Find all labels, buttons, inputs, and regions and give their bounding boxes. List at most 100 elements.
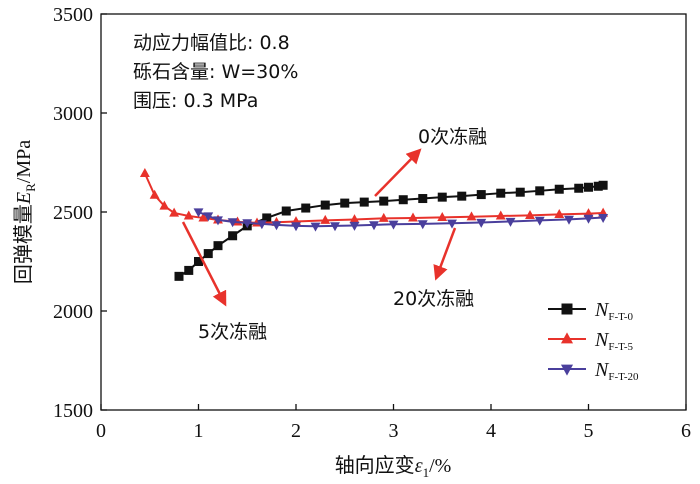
annotation-5-cycles: 5次冻融 xyxy=(198,321,267,343)
legend-item: NF-T-5 xyxy=(548,329,633,353)
legend-label-sub: F-T-20 xyxy=(608,371,639,383)
data-series xyxy=(139,167,609,281)
y-axis-label: 回弹模量ER/MPa xyxy=(11,140,38,284)
x-axis-label-symbol: ε xyxy=(415,455,423,477)
legend: NF-T-0NF-T-5NF-T-20 xyxy=(548,299,639,383)
data-point xyxy=(213,241,223,251)
data-point xyxy=(496,188,506,198)
data-point xyxy=(349,221,360,231)
legend-label-main: N xyxy=(594,329,610,351)
legend-marker xyxy=(560,364,574,376)
x-tick-label: 6 xyxy=(681,420,691,442)
x-axis-label-unit: /% xyxy=(429,455,451,477)
annotation-arrows xyxy=(181,148,457,307)
info-line-gravel-content: 砾石含量: W=30% xyxy=(133,61,298,83)
x-axis-label-sub: 1 xyxy=(423,465,430,480)
legend-label: NF-T-0 xyxy=(594,299,633,323)
data-point xyxy=(330,222,340,232)
data-point xyxy=(340,198,350,208)
data-point xyxy=(310,222,321,232)
y-axis-label-sub: R xyxy=(23,183,38,192)
data-point xyxy=(598,180,608,190)
y-tick-label: 1500 xyxy=(53,400,93,422)
data-point xyxy=(242,219,253,229)
data-point xyxy=(227,218,238,228)
test-conditions: 动应力幅值比: 0.8 砾石含量: W=30% 围压: 0.3 MPa xyxy=(133,32,298,112)
data-point xyxy=(417,220,428,230)
y-axis-label-unit: /MPa xyxy=(13,140,35,183)
data-point xyxy=(349,214,360,224)
data-point xyxy=(554,208,565,218)
data-point xyxy=(301,203,311,213)
y-axis-label-main: 回弹模量 xyxy=(11,204,35,284)
info-line-confining-pressure: 围压: 0.3 MPa xyxy=(133,90,258,112)
data-point xyxy=(447,219,457,229)
series-N_F-T-20 xyxy=(193,208,609,232)
data-point xyxy=(525,209,535,219)
data-point xyxy=(466,211,477,221)
data-point xyxy=(598,213,609,223)
legend-label-sub: F-T-0 xyxy=(608,311,633,323)
data-point xyxy=(183,210,194,220)
data-point xyxy=(457,191,467,201)
x-tick-label: 0 xyxy=(96,420,106,442)
info-line-stress-ratio: 动应力幅值比: 0.8 xyxy=(133,32,290,54)
y-axis: 1500 2000 2500 3000 3500 xyxy=(53,4,107,422)
data-point xyxy=(388,220,399,230)
data-point xyxy=(359,197,369,207)
data-point xyxy=(534,216,545,226)
legend-marker xyxy=(560,332,574,344)
data-point xyxy=(564,215,574,225)
legend-label: NF-T-20 xyxy=(594,359,639,383)
y-tick-label: 3000 xyxy=(53,103,93,125)
data-point xyxy=(281,206,291,216)
data-point xyxy=(256,220,267,230)
data-point xyxy=(262,213,272,223)
data-point xyxy=(174,271,184,281)
data-point xyxy=(495,210,506,220)
data-point xyxy=(535,186,545,196)
series-line xyxy=(143,172,604,224)
data-point xyxy=(213,216,223,226)
data-point xyxy=(437,192,447,202)
data-point xyxy=(228,231,238,241)
x-tick-label: 5 xyxy=(584,420,594,442)
data-point xyxy=(159,200,170,210)
legend-label-main: N xyxy=(594,359,610,381)
x-tick-label: 1 xyxy=(194,420,204,442)
series-line xyxy=(178,184,604,278)
arrow-5-cycles xyxy=(181,221,227,307)
legend-item: NF-T-0 xyxy=(548,299,633,323)
data-point xyxy=(418,194,428,204)
legend-label: NF-T-5 xyxy=(594,329,633,353)
data-point xyxy=(271,221,282,231)
data-point xyxy=(149,189,160,199)
legend-label-sub: F-T-5 xyxy=(608,341,633,353)
x-tick-label: 2 xyxy=(291,420,301,442)
data-point xyxy=(437,211,448,221)
arrow-20-cycles xyxy=(433,227,457,281)
data-point xyxy=(583,214,594,224)
annotation-0-cycles: 0次冻融 xyxy=(418,126,487,148)
y-axis-label-symbol: E xyxy=(13,192,35,205)
data-point xyxy=(379,196,389,206)
data-point xyxy=(203,249,213,259)
legend-item: NF-T-20 xyxy=(548,359,639,383)
data-point xyxy=(193,208,204,218)
data-point xyxy=(593,181,603,191)
data-point xyxy=(184,265,194,275)
data-point xyxy=(515,187,525,197)
y-tick-label: 2500 xyxy=(53,202,93,224)
data-point xyxy=(574,183,584,193)
data-point xyxy=(194,257,203,266)
data-point xyxy=(198,212,209,222)
data-point xyxy=(584,182,593,192)
data-point xyxy=(476,218,487,228)
data-point xyxy=(139,167,150,177)
x-axis: 0 1 2 3 4 5 6 xyxy=(96,404,691,442)
data-point xyxy=(398,195,408,205)
data-point xyxy=(369,221,379,231)
arrow-0-cycles xyxy=(374,148,422,197)
data-point xyxy=(408,212,418,222)
